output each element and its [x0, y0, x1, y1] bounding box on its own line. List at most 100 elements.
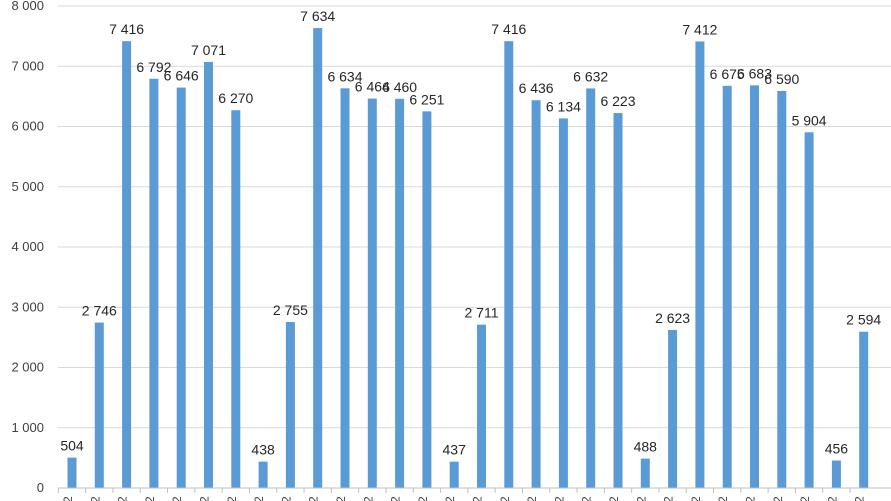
- bar: [695, 41, 705, 488]
- x-tick-label: 12: [61, 496, 75, 501]
- x-tick-label: 12: [771, 496, 785, 501]
- bar: [94, 322, 104, 488]
- y-tick-label: 8 000: [11, 0, 44, 13]
- bar: [777, 90, 787, 488]
- data-label: 6 590: [764, 71, 799, 87]
- bar: [422, 111, 432, 488]
- x-tick-label: 12: [252, 496, 266, 501]
- bar: [640, 458, 650, 488]
- bar: [285, 322, 295, 488]
- data-label: 6 646: [164, 68, 199, 84]
- x-tick-label: 12: [744, 496, 758, 501]
- x-tick-label: 12: [634, 496, 648, 501]
- x-tick-label: 12: [662, 496, 676, 501]
- y-axis-ticks: 0 1 000 2 000 3 000 4 000 5 000 6 000 7 000 8 00…: [11, 0, 44, 495]
- x-tick-label: 12: [798, 496, 812, 501]
- bar: [231, 110, 241, 489]
- data-label: 7 071: [191, 42, 226, 58]
- x-tick-label: 12: [389, 496, 403, 501]
- data-label: 504: [60, 438, 84, 454]
- bar: [313, 28, 323, 488]
- data-label: 6 223: [600, 93, 635, 109]
- y-tick-label: 2 000: [11, 360, 44, 375]
- bar: [367, 98, 377, 488]
- y-tick-label: 3 000: [11, 299, 44, 314]
- y-tick-label: 1 000: [11, 420, 44, 435]
- x-tick-label: 12: [443, 496, 457, 501]
- bar: [176, 87, 186, 489]
- bar: [258, 461, 268, 488]
- x-tick-label: 12: [498, 496, 512, 501]
- bar: [204, 61, 213, 488]
- data-label: 437: [443, 442, 467, 458]
- x-tick-label: 12: [361, 496, 375, 501]
- bar: [831, 460, 841, 488]
- x-tick-label: 12: [116, 496, 130, 501]
- x-axis-ticks: 12 12 12 12 12 12 12 12 12 12 12 12 12 12 12 12 12 12 12 12…: [57, 488, 867, 501]
- bar: [586, 88, 596, 488]
- y-tick-label: 5 000: [11, 179, 44, 194]
- bar: [750, 85, 759, 489]
- x-tick-label: 12: [552, 496, 566, 501]
- bar: [504, 41, 514, 488]
- bar: [149, 78, 159, 489]
- data-label: 438: [251, 442, 275, 458]
- x-tick-label: 12: [198, 496, 212, 501]
- data-label: 6 460: [382, 79, 417, 95]
- bar: [67, 457, 77, 488]
- data-label: 2 623: [655, 310, 690, 326]
- data-label: 6 632: [573, 68, 608, 84]
- data-label: 7 416: [109, 21, 144, 37]
- data-label: 6 251: [409, 91, 444, 107]
- y-tick-label: 6 000: [11, 119, 44, 134]
- data-label: 6 134: [546, 98, 581, 114]
- y-tick-label: 4 000: [11, 239, 44, 254]
- x-tick-label: 12: [607, 496, 621, 501]
- data-label: 488: [634, 439, 658, 455]
- x-tick-label: 12: [170, 496, 184, 501]
- data-label: 7 412: [682, 21, 717, 37]
- data-label: 6 792: [136, 59, 171, 75]
- data-label: 6 634: [327, 68, 362, 84]
- x-tick-label: 12: [471, 496, 485, 501]
- x-tick-label: 12: [716, 496, 730, 501]
- x-tick-label: 12: [143, 496, 157, 501]
- data-label: 5 904: [792, 112, 827, 128]
- bar: [395, 98, 405, 488]
- x-tick-label: 12: [825, 496, 839, 501]
- x-tick-label: 12: [307, 496, 321, 501]
- data-label: 7 634: [300, 8, 335, 24]
- data-label: 6 683: [737, 65, 772, 81]
- bar: [722, 85, 732, 489]
- x-tick-label: 12: [853, 496, 867, 501]
- bar: [668, 329, 678, 488]
- bar: [449, 461, 459, 488]
- y-tick-label: 0: [37, 480, 44, 495]
- data-label: 6 464: [355, 79, 390, 95]
- gridlines: [58, 5, 891, 429]
- data-label: 2 746: [82, 303, 117, 319]
- x-tick-label: 12: [416, 496, 430, 501]
- bars: [67, 28, 869, 489]
- bar: [804, 132, 814, 488]
- data-label: 2 755: [273, 302, 308, 318]
- x-tick-label: 12: [525, 496, 539, 501]
- data-label: 6 436: [519, 80, 554, 96]
- x-tick-label: 12: [580, 496, 594, 501]
- y-tick-label: 7 000: [11, 58, 44, 73]
- data-label: 7 416: [491, 21, 526, 37]
- x-tick-label: 12: [689, 496, 703, 501]
- data-label: 456: [825, 441, 849, 457]
- bar: [558, 118, 568, 488]
- bar: [613, 113, 623, 489]
- x-tick-label: 12: [225, 496, 239, 501]
- x-tick-label: 12: [88, 496, 102, 501]
- x-tick-label: 12: [279, 496, 293, 501]
- bar: [477, 324, 486, 488]
- bar: [340, 88, 350, 488]
- data-label: 2 711: [465, 305, 499, 321]
- data-label: 6 270: [218, 90, 253, 106]
- x-tick-label: 12: [334, 496, 348, 501]
